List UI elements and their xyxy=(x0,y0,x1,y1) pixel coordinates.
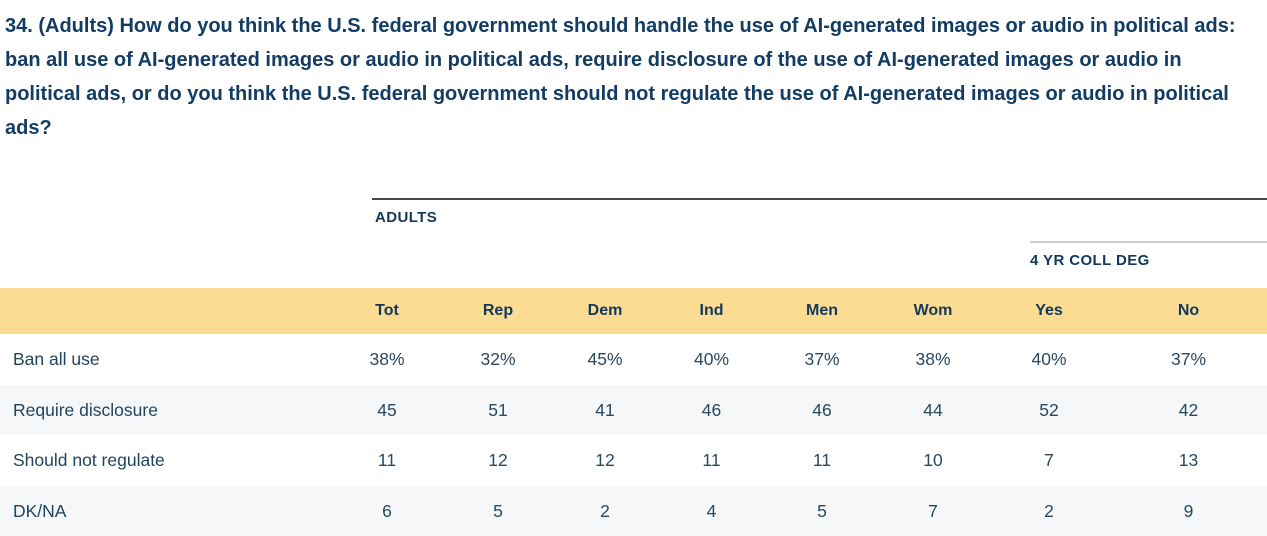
cell-value: 46 xyxy=(812,399,832,420)
column-header-wom: Wom xyxy=(913,302,953,319)
row-label: Ban all use xyxy=(13,349,100,369)
coll-deg-group-label: 4 YR COLL DEG xyxy=(1030,252,1150,269)
cell-value: 41 xyxy=(595,399,615,420)
column-header-yes: Yes xyxy=(1035,302,1063,319)
cell-value: 37% xyxy=(1170,349,1207,369)
cell-value: 2 xyxy=(600,500,610,521)
cell-value: 40% xyxy=(693,349,730,369)
cell-value: 10 xyxy=(923,450,943,470)
coll-deg-group-divider xyxy=(1030,241,1267,243)
row-label: DK/NA xyxy=(13,500,67,521)
column-header-rep: Rep xyxy=(482,302,514,319)
crosstab-table: Tot Rep Dem Ind Men Wom Yes No Ban all u… xyxy=(0,288,1267,536)
cell-value: 52 xyxy=(1039,399,1059,420)
cell-value: 37% xyxy=(804,349,840,369)
cell-value: 38% xyxy=(915,349,951,369)
cell-value: 7 xyxy=(928,500,938,521)
cell-value: 42 xyxy=(1178,399,1199,420)
cell-value: 45 xyxy=(377,399,397,420)
cell-value: 44 xyxy=(923,399,943,420)
cell-value: 4 xyxy=(706,500,717,521)
cell-value: 9 xyxy=(1183,500,1194,521)
adults-group-label: ADULTS xyxy=(375,209,438,226)
row-label: Should not regulate xyxy=(13,450,165,470)
column-header-ind: Ind xyxy=(699,302,724,319)
column-header-men: Men xyxy=(806,302,838,319)
cell-value: 11 xyxy=(702,450,721,470)
cell-value: 2 xyxy=(1044,500,1054,521)
row-label-header-empty xyxy=(0,288,331,334)
cell-value: 5 xyxy=(493,500,503,521)
table-row-should-not-regulate: Should not regulate 11 12 12 11 11 10 7 … xyxy=(0,435,1267,486)
cell-value: 11 xyxy=(377,450,397,470)
cell-value: 11 xyxy=(812,450,832,470)
cell-value: 51 xyxy=(488,399,508,420)
column-header-tot: Tot xyxy=(375,302,399,319)
cell-value: 40% xyxy=(1031,349,1067,369)
column-header-no: No xyxy=(1177,302,1200,319)
table-row-dk-na: DK/NA 6 5 2 4 5 7 2 9 xyxy=(0,485,1267,536)
column-header-dem: Dem xyxy=(587,302,623,319)
table-row-ban-all-use: Ban all use 38% 32% 45% 40% 37% 38% 40% … xyxy=(0,334,1267,385)
cell-value: 12 xyxy=(595,450,615,470)
column-header-row: Tot Rep Dem Ind Men Wom Yes No xyxy=(0,288,1267,334)
table-row-require-disclosure: Require disclosure 45 51 41 46 46 44 52 … xyxy=(0,384,1267,435)
cell-value: 7 xyxy=(1044,450,1054,470)
cell-value: 12 xyxy=(488,450,508,470)
cell-value: 45% xyxy=(587,349,623,369)
row-label: Require disclosure xyxy=(13,399,158,420)
adults-group-divider xyxy=(372,198,1267,200)
cell-value: 32% xyxy=(480,349,516,369)
question-text: 34. (Adults) How do you think the U.S. f… xyxy=(5,15,1236,139)
cell-value: 13 xyxy=(1178,450,1199,470)
cell-value: 5 xyxy=(817,500,827,521)
cell-value: 38% xyxy=(369,349,405,369)
cell-value: 46 xyxy=(701,399,722,420)
cell-value: 6 xyxy=(382,500,392,521)
